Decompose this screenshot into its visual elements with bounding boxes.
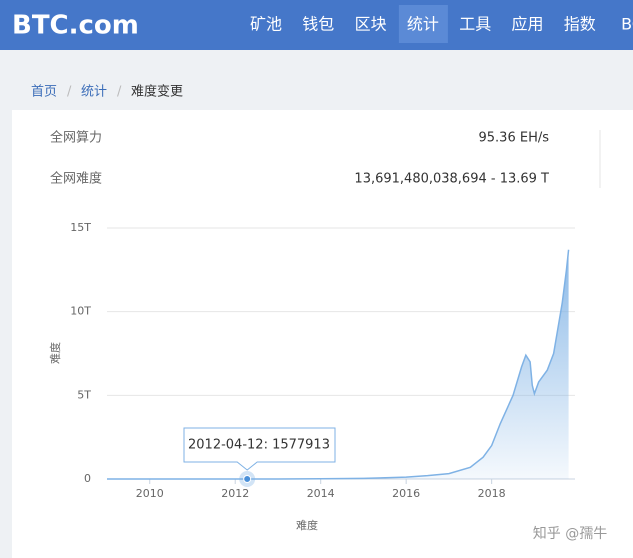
- separator: /: [117, 85, 122, 100]
- x-tick-label: 2016: [392, 487, 420, 500]
- watermark: 知乎 @孺牛: [533, 525, 607, 542]
- stat-label: 全网难度: [50, 171, 102, 187]
- stat-label: 全网算力: [50, 130, 102, 146]
- tooltip-text: 2012-04-12: 1577913: [188, 438, 330, 453]
- hover-point: [243, 474, 252, 483]
- nav-item[interactable]: 矿池: [250, 15, 282, 34]
- breadcrumb-current: 难度变更: [131, 84, 183, 100]
- nav-item[interactable]: 应用: [511, 15, 543, 34]
- x-tick-label: 2012: [221, 487, 249, 500]
- y-tick-label: 10T: [70, 305, 91, 318]
- breadcrumb-link[interactable]: 首页: [31, 85, 57, 100]
- stat-value: 13,691,480,038,694 - 13.69 T: [354, 172, 549, 187]
- card: [12, 110, 633, 558]
- y-tick-label: 0: [84, 472, 91, 485]
- y-tick-label: 15T: [70, 221, 91, 234]
- stat-value: 95.36 EH/s: [479, 131, 550, 146]
- nav-active: [398, 5, 448, 43]
- x-tick-label: 2018: [478, 487, 506, 500]
- nav-item[interactable]: 统计: [407, 15, 439, 34]
- tooltip-box: [183, 427, 336, 471]
- nav-item[interactable]: BC: [621, 15, 633, 34]
- separator: /: [67, 85, 72, 100]
- logo[interactable]: BTC.com: [12, 11, 139, 41]
- nav-item[interactable]: 钱包: [302, 15, 334, 34]
- line: [107, 249, 570, 480]
- header: [0, 0, 633, 50]
- nav-item[interactable]: 区块: [355, 15, 387, 34]
- nav-item[interactable]: 指数: [564, 15, 596, 34]
- area: [107, 249, 569, 479]
- y-axis-label: 难度: [48, 342, 62, 364]
- x-tick-label: 2014: [307, 487, 335, 500]
- breadcrumb-link[interactable]: 统计: [81, 85, 107, 100]
- nav-item[interactable]: 工具: [459, 15, 491, 34]
- x-axis-label: 难度: [296, 518, 318, 532]
- x-tick-label: 2010: [136, 487, 164, 500]
- y-tick-label: 5T: [77, 388, 91, 401]
